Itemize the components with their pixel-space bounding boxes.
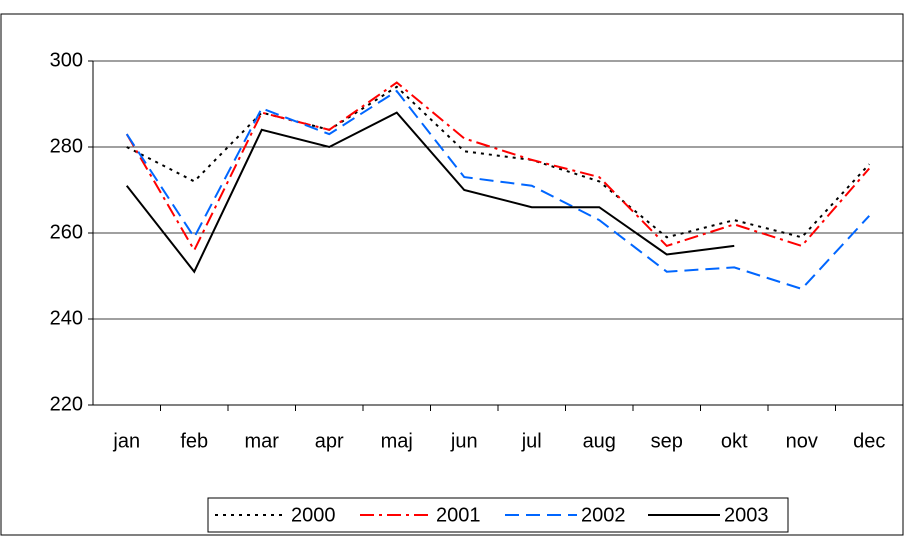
x-tick-label: jan [112, 430, 140, 452]
y-tick-label: 240 [50, 307, 83, 329]
x-tick-label: sep [651, 430, 683, 452]
series-line [125, 89, 870, 291]
chart-border [0, 13, 904, 536]
legend-label: 2003 [724, 504, 769, 526]
x-tick-label: jul [521, 430, 542, 452]
x-tick-label: apr [315, 430, 344, 452]
x-tick-label: okt [721, 430, 748, 452]
series-line [125, 111, 735, 274]
legend-label: 2000 [291, 504, 336, 526]
x-tick-label: nov [786, 430, 818, 452]
y-tick-label: 280 [50, 135, 83, 157]
y-tick-label: 260 [50, 221, 83, 243]
x-tick-label: aug [583, 430, 616, 452]
y-tick-label: 300 [50, 49, 83, 71]
series-line [125, 81, 871, 253]
x-tick-label: maj [381, 430, 413, 452]
legend-label: 2002 [581, 504, 626, 526]
x-tick-label: feb [180, 430, 208, 452]
legend-label: 2001 [436, 504, 481, 526]
series-line [126, 85, 870, 239]
x-tick-label: mar [245, 430, 280, 452]
y-tick-label: 220 [50, 393, 83, 415]
x-tick-label: dec [853, 430, 885, 452]
x-tick-label: jun [450, 430, 478, 452]
